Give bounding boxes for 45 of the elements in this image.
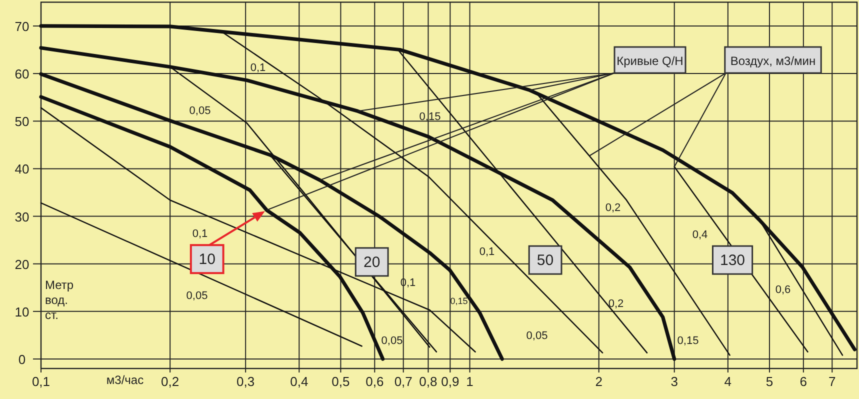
x-tick-label: 3 bbox=[670, 374, 678, 389]
y-tick-label: 30 bbox=[14, 209, 30, 224]
annotation: 0,2 bbox=[605, 202, 621, 214]
annotation: 0,6 bbox=[775, 284, 791, 296]
x-tick-label: 0,8 bbox=[419, 374, 438, 389]
y-tick-label: 60 bbox=[14, 66, 30, 82]
y-tick-label: 20 bbox=[14, 256, 30, 272]
annotation: 0,05 bbox=[526, 330, 548, 342]
x-tick-label: 2 bbox=[595, 374, 602, 389]
annotation: 0,1 bbox=[479, 246, 495, 258]
annotation: Воздух, м3/мин bbox=[730, 54, 816, 68]
y-tick-label: 70 bbox=[14, 18, 30, 34]
annotation: 0,15 bbox=[450, 296, 468, 306]
annotation: 0,1 bbox=[192, 228, 208, 240]
x-tick-label: 6 bbox=[800, 374, 808, 389]
x-axis-title: м3/час bbox=[106, 373, 144, 387]
x-tick-label: 4 bbox=[724, 374, 732, 389]
x-tick-label: 7 bbox=[828, 374, 836, 389]
annotation: 0,1 bbox=[250, 62, 266, 74]
x-tick-label: 5 bbox=[766, 374, 774, 389]
y-tick-label: 40 bbox=[14, 162, 30, 177]
annotation: 0,2 bbox=[608, 298, 624, 310]
annotation: 0,15 bbox=[677, 335, 699, 347]
x-tick-label: 0,9 bbox=[441, 374, 460, 389]
x-tick-label: 0,5 bbox=[332, 374, 350, 389]
annotation: Кривые Q/H bbox=[616, 54, 684, 68]
annotation: 10 bbox=[198, 251, 216, 268]
annotation: 0,05 bbox=[381, 335, 403, 347]
annotation: 0,05 bbox=[186, 290, 208, 302]
y-tick-label: 10 bbox=[14, 304, 30, 320]
annotation: 0,4 bbox=[692, 229, 708, 241]
y-tick-label: 0 bbox=[18, 352, 26, 367]
x-tick-label: 0,2 bbox=[161, 374, 180, 389]
x-tick-label: 1 bbox=[466, 374, 474, 389]
x-tick-label: 0,4 bbox=[290, 374, 308, 389]
annotation: 20 bbox=[363, 254, 380, 271]
x-tick-label: 0,1 bbox=[32, 374, 50, 389]
x-tick-label: 0,7 bbox=[394, 374, 412, 389]
annotation: 0,05 bbox=[189, 105, 211, 117]
x-tick-label: 0,3 bbox=[236, 374, 255, 389]
annotation: 130 bbox=[720, 252, 746, 270]
x-tick-label: 0,6 bbox=[366, 374, 384, 389]
y-axis-title: Метр вод. ст. bbox=[45, 278, 74, 322]
annotation: 50 bbox=[536, 252, 554, 270]
y-tick-label: 50 bbox=[14, 114, 30, 130]
